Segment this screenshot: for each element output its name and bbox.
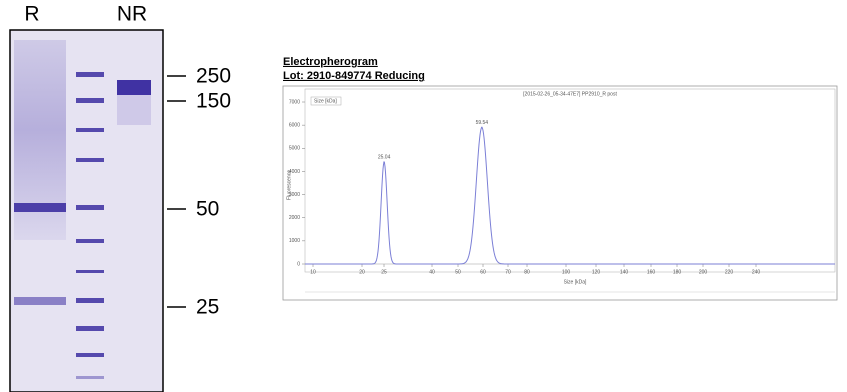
x-tick-label: 10 xyxy=(310,269,316,275)
chart-title: Electropherogram xyxy=(283,56,378,68)
peak xyxy=(481,127,483,129)
marker-label: 25 xyxy=(196,296,219,319)
x-tick-label: 200 xyxy=(699,269,708,275)
marker-label: 250 xyxy=(196,65,231,88)
x-tick-label: 80 xyxy=(524,269,530,275)
x-tick-label: 50 xyxy=(455,269,461,275)
x-tick-label: 140 xyxy=(620,269,629,275)
x-tick-label: 240 xyxy=(752,269,761,275)
legend-label: Size [kDa] xyxy=(314,98,337,104)
x-tick-label: 160 xyxy=(647,269,656,275)
y-tick-label: 6000 xyxy=(289,122,300,128)
lane-label: NR xyxy=(117,3,147,26)
chart-header: [2015-02-26_05-34-47E7] PP2910_R post xyxy=(523,91,617,97)
band xyxy=(14,297,66,305)
smear xyxy=(117,95,151,125)
x-tick-label: 180 xyxy=(673,269,682,275)
band xyxy=(117,80,151,95)
peak-label: 59.54 xyxy=(476,120,489,126)
y-tick-label: 7000 xyxy=(289,99,300,105)
x-tick-label: 220 xyxy=(725,269,734,275)
x-tick-label: 20 xyxy=(359,269,365,275)
x-tick-label: 60 xyxy=(480,269,486,275)
y-tick-label: 2000 xyxy=(289,215,300,221)
x-axis-label: Size [kDa] xyxy=(564,279,587,285)
band xyxy=(14,203,66,212)
chart-subtitle: Lot: 2910-849774 Reducing xyxy=(283,70,425,82)
marker-label: 50 xyxy=(196,198,219,221)
x-tick-label: 100 xyxy=(562,269,571,275)
y-tick-label: 0 xyxy=(297,261,300,267)
y-tick-label: 5000 xyxy=(289,146,300,152)
page: {"gel": {"lane_labels": ["R", "NR"], "ma… xyxy=(0,0,847,392)
peak xyxy=(383,161,385,163)
peak-label: 25.04 xyxy=(378,154,391,160)
y-tick-label: 4000 xyxy=(289,169,300,175)
y-tick-label: 3000 xyxy=(289,192,300,198)
lane-label: R xyxy=(24,3,39,26)
figure: R NR 250 150 50 25 Electropherogram Lot:… xyxy=(0,0,847,392)
x-tick-label: 70 xyxy=(505,269,511,275)
x-tick-label: 25 xyxy=(381,269,387,275)
x-tick-label: 40 xyxy=(429,269,435,275)
x-tick-label: 120 xyxy=(592,269,601,275)
marker-ticks xyxy=(167,76,186,307)
y-tick-label: 1000 xyxy=(289,238,300,244)
chart-frame xyxy=(283,86,837,300)
marker-label: 150 xyxy=(196,90,231,113)
